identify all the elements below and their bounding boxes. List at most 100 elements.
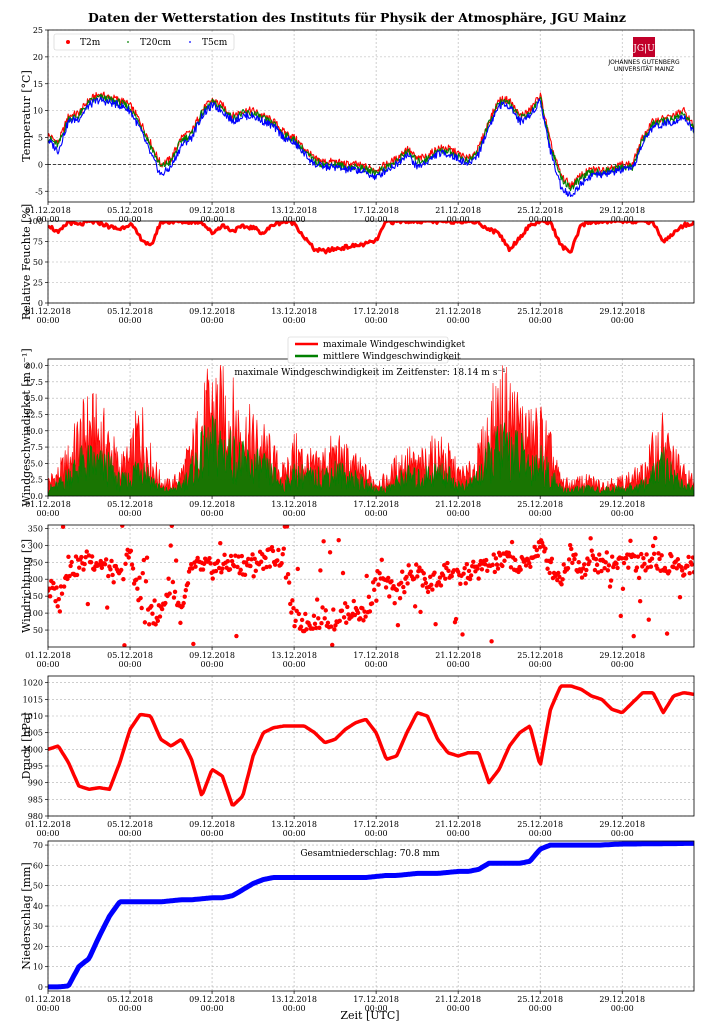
y-tick-label: 990 — [28, 779, 43, 788]
data-point — [69, 559, 74, 565]
data-point — [191, 641, 196, 647]
x-tick-label-time: 00:00 — [201, 1004, 224, 1013]
data-point — [248, 563, 253, 569]
x-tick-label-date: 29.12.2018 — [599, 500, 645, 509]
data-point — [246, 556, 251, 562]
y-tick-label: 20 — [33, 942, 43, 951]
x-tick-label-time: 00:00 — [283, 660, 306, 669]
x-tick-label-time: 00:00 — [365, 509, 388, 518]
data-point — [292, 623, 297, 629]
data-point — [376, 582, 381, 587]
data-point — [567, 543, 573, 548]
y-axis-label: Relative Feuchte [%] — [20, 204, 33, 320]
data-point — [314, 597, 320, 602]
data-point — [332, 627, 337, 632]
data-point — [120, 525, 125, 528]
data-point — [623, 556, 629, 561]
x-tick-label-time: 00:00 — [119, 316, 142, 325]
data-point — [467, 576, 473, 582]
data-point — [367, 609, 373, 614]
panel-1: -5051015202501.12.201800:0005.12.201800:… — [20, 26, 695, 224]
x-tick-label-date: 09.12.2018 — [189, 651, 235, 660]
data-point — [589, 548, 594, 553]
data-point — [339, 608, 345, 613]
data-point — [235, 564, 240, 570]
x-tick-label-date: 25.12.2018 — [517, 820, 563, 829]
data-point — [97, 562, 102, 567]
legend-marker — [66, 40, 70, 44]
data-point — [682, 572, 687, 577]
x-tick-label-date: 09.12.2018 — [189, 500, 235, 509]
data-point — [400, 569, 405, 574]
data-point — [491, 552, 496, 557]
data-point — [321, 539, 326, 544]
y-axis-label: Druck [hPa] — [20, 713, 33, 780]
y-tick-label: 15 — [33, 80, 43, 89]
data-point — [689, 562, 694, 567]
data-point — [471, 559, 476, 565]
data-point — [352, 612, 358, 618]
data-point — [618, 613, 623, 619]
data-point — [126, 555, 131, 560]
data-point — [646, 617, 651, 622]
data-point — [476, 576, 481, 581]
panel-3: 0.0 2.5 5.0 7.5 10.0 12.5 15.0 17.5 20.0 01.12.20… — [20, 336, 695, 518]
data-point — [626, 565, 631, 570]
data-point — [344, 620, 349, 625]
data-point — [423, 580, 429, 586]
data-point — [166, 576, 171, 581]
data-point — [361, 618, 366, 623]
data-point — [137, 575, 142, 580]
data-point — [303, 611, 308, 617]
data-point — [153, 622, 158, 627]
x-tick-label-time: 00:00 — [201, 316, 224, 325]
data-point — [445, 560, 450, 566]
data-point — [430, 587, 435, 592]
y-axis-label: Temperatur [°C] — [20, 70, 33, 162]
axes-frame — [47, 840, 695, 992]
data-point — [150, 611, 155, 616]
x-tick-label-date: 13.12.2018 — [271, 206, 317, 215]
x-tick-label-date: 29.12.2018 — [599, 206, 645, 215]
data-point — [641, 555, 646, 561]
data-point — [291, 605, 296, 611]
data-point — [99, 565, 105, 571]
data-point — [432, 570, 437, 575]
x-tick-label-date: 01.12.2018 — [25, 995, 71, 1004]
x-tick-label-date: 21.12.2018 — [435, 820, 481, 829]
data-point — [290, 598, 295, 603]
data-point — [636, 575, 642, 581]
data-point — [425, 589, 431, 595]
x-tick-label-time: 00:00 — [36, 316, 59, 325]
data-point — [83, 554, 88, 560]
data-point — [89, 554, 95, 559]
data-point — [679, 568, 685, 573]
data-point — [172, 589, 178, 595]
data-point — [677, 594, 683, 600]
data-point — [92, 567, 97, 572]
annotation-total-precip: Gesamtniederschlag: 70.8 mm — [300, 849, 440, 859]
data-point — [675, 557, 681, 562]
logo-mark — [633, 37, 655, 57]
data-point — [584, 567, 589, 573]
data-point — [502, 558, 507, 563]
data-point — [159, 606, 165, 612]
data-point — [253, 568, 258, 573]
data-point — [573, 552, 578, 557]
y-tick-label: 985 — [28, 795, 43, 804]
data-point — [147, 622, 152, 627]
y-tick-label: 60 — [33, 861, 43, 870]
panel-6: 01020304050607001.12.201800:0005.12.2018… — [20, 840, 695, 1013]
data-point — [228, 553, 234, 559]
y-tick-label: 0 — [38, 299, 43, 308]
x-tick-label-time: 00:00 — [529, 215, 552, 224]
data-point — [389, 579, 394, 584]
data-point — [421, 571, 426, 576]
data-point — [238, 567, 243, 573]
data-point — [318, 568, 323, 573]
x-tick-label-date: 13.12.2018 — [271, 651, 317, 660]
x-tick-label-date: 17.12.2018 — [353, 206, 399, 215]
x-tick-label-date: 17.12.2018 — [353, 307, 399, 316]
data-point — [102, 562, 108, 567]
data-point — [557, 574, 562, 580]
